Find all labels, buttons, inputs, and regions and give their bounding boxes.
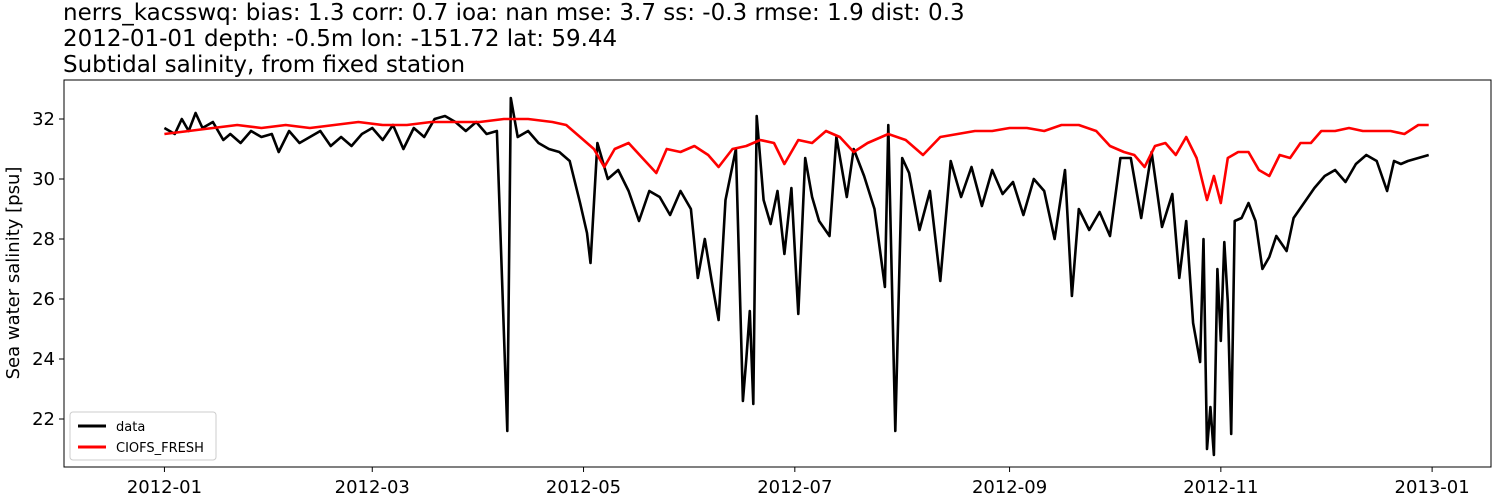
y-axis-label: Sea water salinity [psu] xyxy=(3,167,24,380)
plot-area xyxy=(163,96,1430,457)
series-line-data xyxy=(163,96,1430,457)
legend-label-ciofs: CIOFS_FRESH xyxy=(116,441,204,456)
series-line-ciofs-fresh xyxy=(164,117,1429,205)
x-tick-label: 2013-01 xyxy=(1395,477,1470,498)
y-tick-label: 30 xyxy=(32,169,55,190)
title-line-1: nerrs_kacsswq: bias: 1.3 corr: 0.7 ioa: … xyxy=(63,0,965,26)
x-tick-label: 2012-03 xyxy=(335,477,410,498)
title-line-2: 2012-01-01 depth: -0.5m lon: -151.72 lat… xyxy=(63,26,618,52)
y-axis: 22 24 26 28 30 32 xyxy=(32,109,64,430)
y-tick-label: 28 xyxy=(32,229,55,250)
y-tick-label: 32 xyxy=(32,109,55,130)
x-axis: 2012-01 2012-03 2012-05 2012-07 2012-09 2012-… xyxy=(127,467,1470,498)
legend-label-data: data xyxy=(116,420,145,435)
y-tick-label: 24 xyxy=(32,349,55,370)
legend: data CIOFS_FRESH xyxy=(69,411,217,461)
x-tick-label: 2012-01 xyxy=(127,477,202,498)
y-tick-label: 22 xyxy=(32,409,55,430)
x-tick-label: 2012-09 xyxy=(972,477,1047,498)
x-tick-label: 2012-11 xyxy=(1183,477,1258,498)
title-line-3: Subtidal salinity, from fixed station xyxy=(63,52,466,78)
x-tick-label: 2012-07 xyxy=(757,477,832,498)
y-tick-label: 26 xyxy=(32,289,55,310)
legend-box xyxy=(69,411,217,461)
chart-title: nerrs_kacsswq: bias: 1.3 corr: 0.7 ioa: … xyxy=(63,0,965,78)
plot-frame xyxy=(63,79,1492,468)
x-tick-label: 2012-05 xyxy=(546,477,621,498)
